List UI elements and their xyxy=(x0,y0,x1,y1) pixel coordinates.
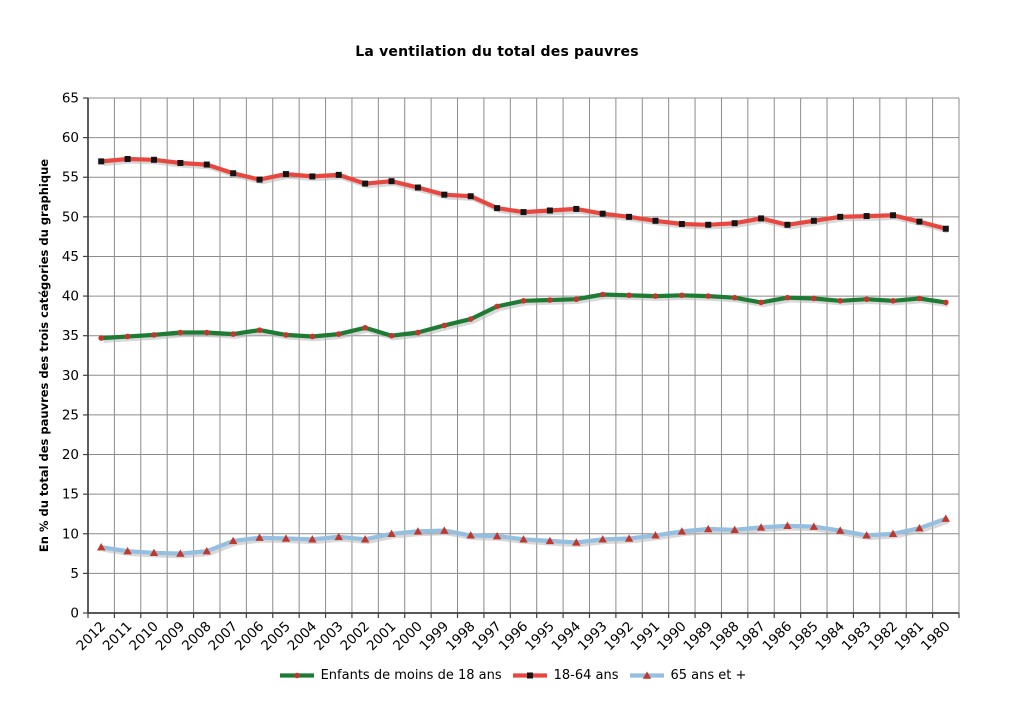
svg-text:25: 25 xyxy=(62,407,79,423)
legend-swatch-65-plus xyxy=(629,671,664,679)
svg-text:5: 5 xyxy=(70,566,79,582)
svg-text:2005: 2005 xyxy=(258,619,294,655)
svg-text:1995: 1995 xyxy=(522,619,558,655)
legend-swatch-18-64 xyxy=(512,672,547,679)
legend-label-enfants: Enfants de moins de 18 ans xyxy=(320,668,502,683)
svg-text:1996: 1996 xyxy=(496,619,532,655)
svg-text:2008: 2008 xyxy=(179,619,215,655)
svg-text:60: 60 xyxy=(62,130,79,146)
svg-text:2012: 2012 xyxy=(73,619,109,655)
svg-text:1988: 1988 xyxy=(707,619,743,655)
legend: Enfants de moins de 18 ans 18-64 ans 65 … xyxy=(0,668,1024,683)
svg-text:30: 30 xyxy=(62,368,79,384)
axes xyxy=(87,98,959,614)
svg-text:2001: 2001 xyxy=(364,619,400,655)
svg-text:1990: 1990 xyxy=(654,619,690,655)
svg-text:2011: 2011 xyxy=(100,619,136,655)
svg-text:1985: 1985 xyxy=(786,619,822,655)
svg-text:1992: 1992 xyxy=(601,619,637,655)
legend-item-18-64: 18-64 ans xyxy=(511,668,619,683)
svg-text:2000: 2000 xyxy=(390,619,426,655)
svg-text:65: 65 xyxy=(62,91,79,107)
svg-text:1983: 1983 xyxy=(839,619,875,655)
legend-swatch-enfants xyxy=(279,672,314,679)
svg-text:1981: 1981 xyxy=(892,619,928,655)
svg-text:1994: 1994 xyxy=(549,619,585,655)
legend-item-65-plus: 65 ans et + xyxy=(628,668,747,683)
svg-text:0: 0 xyxy=(70,606,79,622)
svg-text:10: 10 xyxy=(62,526,79,542)
svg-text:1997: 1997 xyxy=(469,619,505,655)
svg-text:1998: 1998 xyxy=(443,619,479,655)
svg-text:50: 50 xyxy=(62,209,79,225)
x-tick-labels: 2012201120102009200820072006200520042003… xyxy=(73,619,953,655)
svg-text:1984: 1984 xyxy=(812,619,848,655)
legend-label-65-plus: 65 ans et + xyxy=(670,668,747,683)
svg-text:2004: 2004 xyxy=(285,619,321,655)
svg-text:45: 45 xyxy=(62,249,79,265)
svg-text:1986: 1986 xyxy=(760,619,796,655)
svg-text:2002: 2002 xyxy=(337,619,373,655)
svg-text:1993: 1993 xyxy=(575,619,611,655)
svg-text:2009: 2009 xyxy=(153,619,189,655)
series-1 xyxy=(101,156,949,234)
series-1-markers xyxy=(98,156,949,232)
gridlines xyxy=(88,97,960,613)
series-0-markers xyxy=(98,291,949,341)
series-2-markers xyxy=(96,514,951,557)
svg-text:1987: 1987 xyxy=(733,619,769,655)
svg-text:2006: 2006 xyxy=(232,619,268,655)
svg-text:2007: 2007 xyxy=(205,619,241,655)
svg-text:40: 40 xyxy=(62,289,79,305)
svg-text:35: 35 xyxy=(62,328,79,344)
legend-item-enfants: Enfants de moins de 18 ans xyxy=(278,668,502,683)
svg-text:15: 15 xyxy=(62,487,79,503)
chart-title: La ventilation du total des pauvres xyxy=(355,44,639,60)
svg-text:2003: 2003 xyxy=(311,619,347,655)
legend-label-18-64: 18-64 ans xyxy=(553,668,619,683)
svg-text:1989: 1989 xyxy=(680,619,716,655)
y-tick-labels: 0 5 10 15 20 25 30 35 40 45 50 55 60 65 xyxy=(62,91,79,622)
svg-text:1999: 1999 xyxy=(417,619,453,655)
svg-text:55: 55 xyxy=(62,170,79,186)
svg-text:2010: 2010 xyxy=(126,619,162,655)
svg-text:1980: 1980 xyxy=(918,619,954,655)
svg-text:1982: 1982 xyxy=(865,619,901,655)
svg-text:20: 20 xyxy=(62,447,79,463)
svg-text:1991: 1991 xyxy=(628,619,664,655)
